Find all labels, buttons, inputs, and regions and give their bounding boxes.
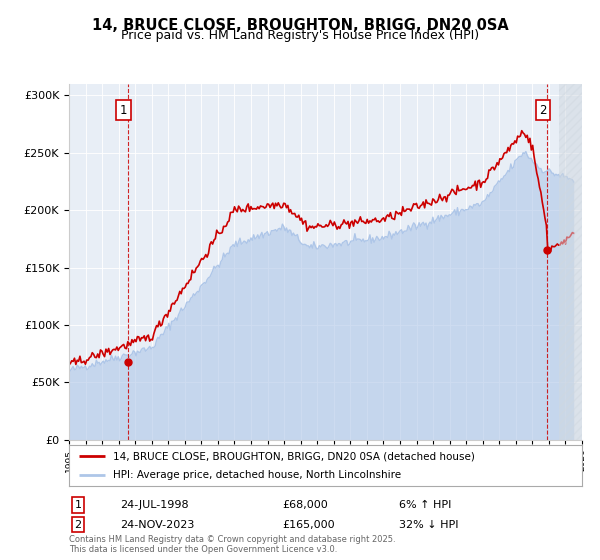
Text: 6% ↑ HPI: 6% ↑ HPI — [399, 500, 451, 510]
Text: 2: 2 — [74, 520, 82, 530]
Text: 1: 1 — [74, 500, 82, 510]
Text: 24-JUL-1998: 24-JUL-1998 — [120, 500, 188, 510]
Text: £68,000: £68,000 — [282, 500, 328, 510]
Text: 14, BRUCE CLOSE, BROUGHTON, BRIGG, DN20 0SA: 14, BRUCE CLOSE, BROUGHTON, BRIGG, DN20 … — [92, 18, 508, 33]
Text: £165,000: £165,000 — [282, 520, 335, 530]
Text: HPI: Average price, detached house, North Lincolnshire: HPI: Average price, detached house, Nort… — [113, 470, 401, 480]
Text: Contains HM Land Registry data © Crown copyright and database right 2025.
This d: Contains HM Land Registry data © Crown c… — [69, 535, 395, 554]
Bar — [559, 84, 590, 440]
Text: 1: 1 — [120, 104, 128, 117]
Text: 14, BRUCE CLOSE, BROUGHTON, BRIGG, DN20 0SA (detached house): 14, BRUCE CLOSE, BROUGHTON, BRIGG, DN20 … — [113, 451, 475, 461]
Text: 2: 2 — [539, 104, 547, 117]
Text: 24-NOV-2023: 24-NOV-2023 — [120, 520, 194, 530]
Text: Price paid vs. HM Land Registry's House Price Index (HPI): Price paid vs. HM Land Registry's House … — [121, 29, 479, 42]
Text: 32% ↓ HPI: 32% ↓ HPI — [399, 520, 458, 530]
